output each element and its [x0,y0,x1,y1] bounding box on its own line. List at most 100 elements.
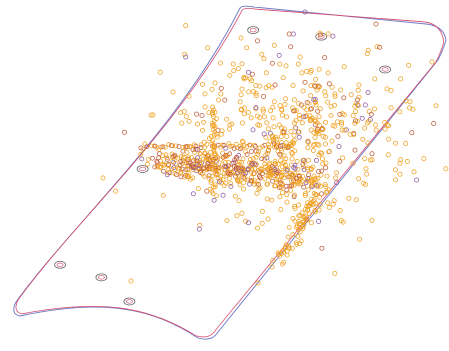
marker [202,91,208,97]
marker [160,192,166,198]
marker [323,160,329,166]
marker [237,99,243,105]
marker [335,133,341,139]
marker [284,199,290,205]
marker [278,146,284,151]
marker [291,138,297,143]
marker [291,132,297,138]
marker [221,142,227,148]
marker [280,164,285,170]
marker [362,102,368,108]
marker [314,183,319,188]
marker [362,156,368,162]
marker [254,181,260,187]
marker [198,162,204,167]
marker [326,81,332,87]
marker [216,179,222,185]
marker [350,160,356,166]
marker [296,202,302,208]
marker [266,142,271,147]
marker [197,151,203,156]
mounting-holes [54,26,392,306]
marker [201,165,206,170]
marker [386,123,391,129]
marker [262,161,268,167]
marker [312,135,318,140]
marker [202,104,208,110]
marker [296,101,302,106]
marker [260,108,266,114]
marker [263,70,269,76]
marker [290,232,296,237]
marker [289,143,295,148]
marker [310,148,316,153]
marker [291,192,297,198]
hole-ring-inner [98,275,105,280]
marker [316,114,322,120]
marker [192,150,197,155]
marker [260,106,266,112]
marker [144,144,150,150]
marker [360,136,366,142]
marker [356,82,362,88]
marker [170,143,175,149]
marker [329,138,335,144]
marker [268,167,274,173]
marker [248,157,253,162]
marker [291,108,297,114]
marker [269,264,275,270]
marker [341,112,347,118]
marker [199,113,205,118]
marker [282,126,287,132]
hole-bottom-left [54,260,67,269]
marker [284,252,290,258]
marker [264,155,270,161]
marker [319,150,325,156]
marker [237,159,242,165]
marker [322,134,328,140]
marker [257,115,263,121]
marker [150,155,155,161]
marker [235,66,241,72]
marker [156,155,161,161]
marker [355,102,361,108]
marker [348,92,354,98]
marker [270,115,276,121]
marker [308,93,314,99]
marker [231,146,237,151]
marker [253,154,259,160]
marker [241,186,246,192]
marker [218,60,223,66]
marker [316,207,322,213]
marker [289,182,295,188]
marker [339,121,345,127]
marker [308,178,314,184]
marker [311,201,316,207]
marker [190,147,196,153]
marker [186,155,192,160]
marker [209,178,214,183]
marker [300,224,306,230]
marker [330,123,336,128]
marker [316,66,322,72]
marker [238,35,244,41]
marker [209,161,215,167]
marker [139,156,145,162]
marker [258,167,264,172]
marker [319,168,324,174]
marker [355,87,361,93]
marker [190,191,196,197]
marker [220,162,225,168]
marker [171,153,177,159]
marker [249,71,255,77]
marker [194,111,199,117]
marker [239,86,245,92]
marker [218,85,224,91]
marker [164,155,170,161]
marker [295,234,301,239]
hole-ring-outer [54,260,67,269]
marker [332,93,338,99]
marker [226,141,232,147]
marker [315,184,321,190]
marker [175,155,181,161]
